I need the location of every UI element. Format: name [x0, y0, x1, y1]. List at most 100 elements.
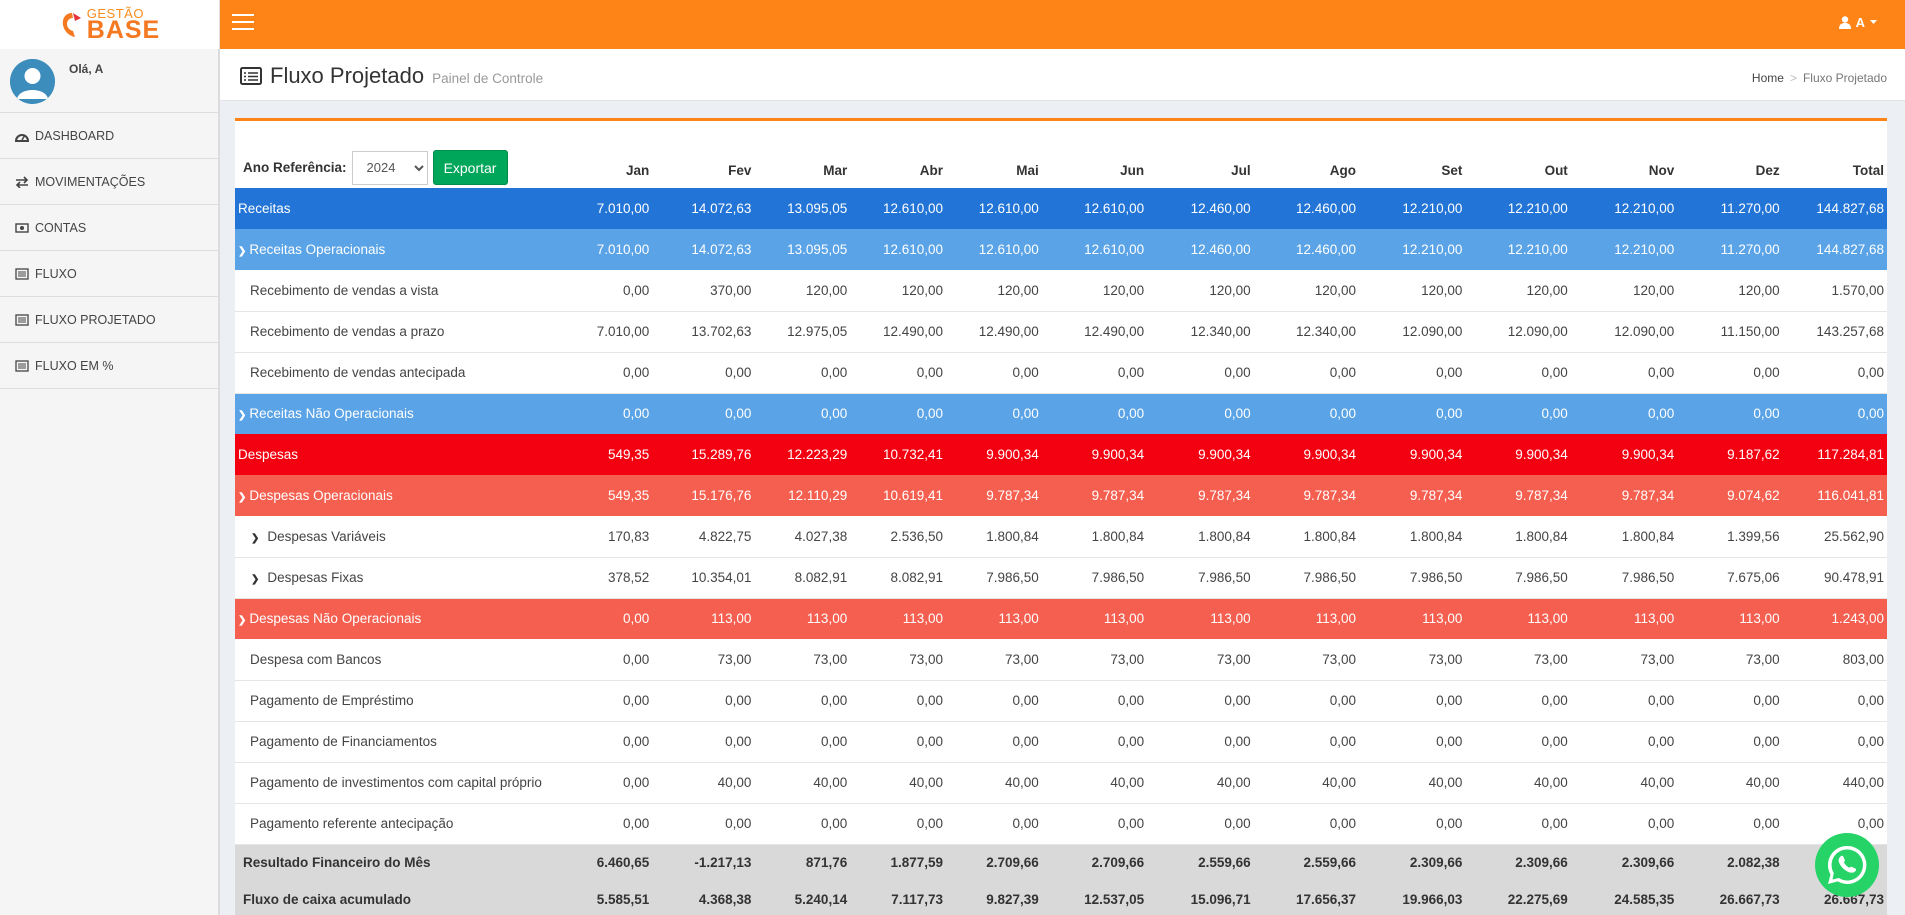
value-cell: 0,00 [754, 393, 851, 434]
value-cell: 7.986,50 [1465, 557, 1571, 599]
table-row[interactable]: ❯ Receitas Operacionais 7.010,00 14.072,63 1… [235, 229, 1887, 270]
value-cell: 0,00 [850, 803, 947, 845]
row-label: Resultado Financeiro do Mês [243, 855, 431, 871]
table-row: Resultado Financeiro do Mês 6.460,65 -1.21… [235, 844, 1887, 881]
value-cell: 25.562,90 [1782, 516, 1887, 558]
value-cell: 120,00 [1041, 270, 1148, 312]
value-cell: 13.702,63 [652, 311, 755, 353]
value-cell: 113,00 [1253, 598, 1359, 639]
page-subtitle: Painel de Controle [432, 71, 544, 86]
value-cell: 370,00 [652, 270, 755, 312]
table-row[interactable]: ❯ Despesas Operacionais 549,35 15.176,76 12.… [235, 475, 1887, 516]
value-cell: 10.354,01 [652, 557, 755, 599]
value-cell: 1.800,84 [1570, 516, 1678, 558]
row-label: Despesas [238, 447, 299, 462]
table-row[interactable]: ❯ Despesas Não Operacionais 0,00 113,00 113,… [235, 598, 1887, 639]
sidebar-toggle-icon[interactable] [232, 14, 254, 32]
row-label: Recebimento de vendas antecipada [250, 365, 466, 380]
value-cell: 9.187,62 [1677, 434, 1783, 475]
row-label-cell: ❯ Despesas Variáveis [235, 516, 549, 558]
brand-logo[interactable]: GESTÃO BASE [0, 0, 220, 49]
sidebar-item-dashboard[interactable]: DASHBOARD [0, 113, 218, 159]
value-cell: 14.072,63 [652, 188, 755, 229]
value-cell: 113,00 [1041, 598, 1148, 639]
value-cell: 0,00 [946, 721, 1042, 763]
value-cell: 12.490,00 [946, 311, 1042, 353]
value-cell: 0,00 [1465, 393, 1571, 434]
value-cell: 0,00 [1465, 352, 1571, 394]
value-cell: 0,00 [1253, 393, 1359, 434]
value-cell: 73,00 [850, 639, 947, 681]
value-cell: 2.536,50 [850, 516, 947, 558]
row-label: Despesas Não Operacionais [249, 611, 422, 627]
row-label: Receitas Não Operacionais [249, 406, 414, 422]
value-cell: 0,00 [1782, 680, 1887, 722]
value-cell: 12.610,00 [850, 188, 947, 229]
row-label: Pagamento de investimentos com capital p… [250, 775, 542, 790]
value-cell: 40,00 [1570, 762, 1678, 804]
row-label-cell: ❯ Receitas Não Operacionais [235, 393, 549, 434]
sidebar-item-fluxo-projetado[interactable]: FLUXO PROJETADO [0, 297, 218, 343]
value-cell: 12.610,00 [946, 188, 1042, 229]
sidebar-item-fluxo[interactable]: FLUXO [0, 251, 218, 297]
value-cell: 11.270,00 [1677, 229, 1783, 270]
value-cell: 0,00 [850, 721, 947, 763]
breadcrumb: Home > Fluxo Projetado [1752, 71, 1887, 85]
value-cell: 0,00 [549, 270, 653, 312]
year-filter-label: Ano Referência: [243, 160, 347, 175]
page-title: Fluxo Projetado Painel de Controle [240, 63, 543, 89]
list-alt-icon [240, 67, 262, 85]
value-cell: 0,00 [652, 680, 755, 722]
table-header-abr: Abr [919, 163, 944, 178]
chevron-right-icon[interactable]: ❯ [251, 532, 260, 544]
value-cell: 12.460,00 [1147, 229, 1254, 270]
table-row[interactable]: ❯ Despesas Fixas 378,52 10.354,01 8.082,91 8.… [235, 557, 1887, 599]
chevron-right-icon[interactable]: ❯ [238, 492, 247, 503]
value-cell: 15.289,76 [652, 434, 755, 475]
value-cell: 117.284,81 [1782, 434, 1887, 475]
sidebar-item-fluxo-percentual[interactable]: FLUXO EM % [0, 343, 218, 389]
value-cell: 0,00 [549, 762, 653, 804]
user-menu[interactable]: A [1838, 15, 1877, 30]
logo-small-text: GESTÃO [86, 5, 144, 21]
sidebar-item-movimentacoes[interactable]: MOVIMENTAÇÕES [0, 159, 218, 205]
year-filter: Ano Referência: 2024 Exportar [243, 150, 508, 185]
value-cell: 120,00 [1147, 270, 1254, 312]
value-cell: 7.010,00 [549, 188, 653, 229]
value-cell: 0,00 [1570, 393, 1678, 434]
value-cell: 0,00 [1041, 803, 1148, 845]
value-cell: 2.082,38 [1677, 844, 1783, 881]
export-button[interactable]: Exportar [432, 150, 508, 185]
logo-mark-icon [59, 10, 85, 40]
value-cell: 7.675,06 [1677, 557, 1783, 599]
value-cell: 0,00 [1677, 393, 1783, 434]
list-icon [15, 313, 29, 326]
chevron-right-icon[interactable]: ❯ [238, 615, 247, 627]
whatsapp-button[interactable] [1815, 833, 1879, 897]
value-cell: 73,00 [1041, 639, 1148, 681]
chevron-right-icon[interactable]: ❯ [238, 246, 247, 257]
row-label-cell: Recebimento de vendas antecipada [235, 352, 549, 394]
chevron-right-icon[interactable]: ❯ [251, 574, 260, 585]
chevron-right-icon[interactable]: ❯ [238, 410, 247, 422]
value-cell: 549,35 [549, 475, 653, 516]
value-cell: 0,00 [1359, 803, 1466, 845]
value-cell: 116.041,81 [1782, 475, 1887, 516]
value-cell: 12.210,00 [1570, 188, 1678, 229]
value-cell: 144.827,68 [1782, 188, 1887, 229]
value-cell: 12.460,00 [1147, 188, 1254, 229]
value-cell: 2.709,66 [1041, 844, 1148, 881]
row-label: Pagamento referente antecipação [250, 816, 454, 831]
table-row[interactable]: ❯ Despesas Variáveis 170,83 4.822,75 4.027,3… [235, 516, 1887, 558]
value-cell: 0,00 [946, 680, 1042, 722]
table-row[interactable]: ❯ Receitas Não Operacionais 0,00 0,00 0,00 0,… [235, 393, 1887, 434]
year-select[interactable]: 2024 [351, 150, 428, 185]
breadcrumb-home-link[interactable]: Home [1751, 71, 1784, 85]
value-cell: 40,00 [652, 762, 755, 804]
value-cell: 1.243,00 [1782, 598, 1887, 639]
value-cell: 0,00 [850, 680, 947, 722]
value-cell: 113,00 [946, 598, 1042, 639]
user-panel: Olá, A [0, 49, 218, 113]
sidebar-item-contas[interactable]: CONTAS [0, 205, 218, 251]
value-cell: 120,00 [946, 270, 1042, 312]
